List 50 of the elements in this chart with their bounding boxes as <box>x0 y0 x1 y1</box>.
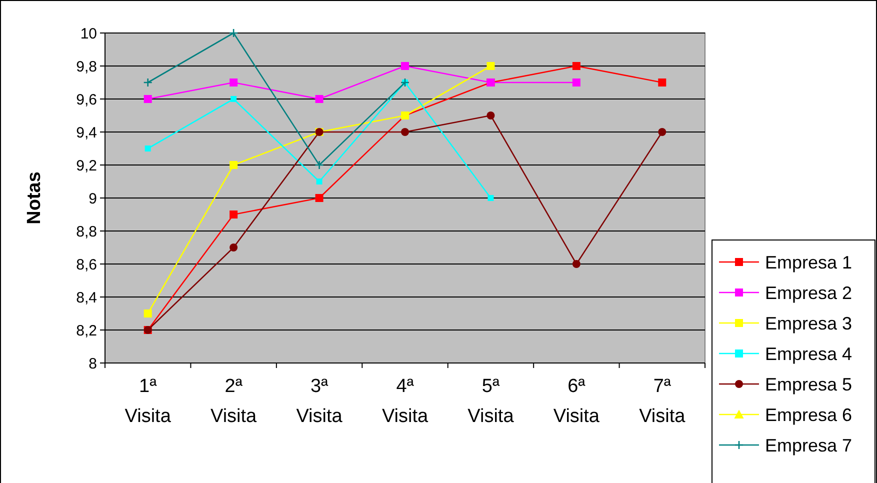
x-tick-label: 5ª Visita <box>468 376 514 427</box>
y-axis-title: Notas <box>24 172 45 224</box>
point <box>401 62 409 70</box>
legend-label: Empresa 5 <box>765 374 852 394</box>
point <box>230 96 237 102</box>
legend-label: Empresa 3 <box>765 313 852 334</box>
y-tick-label: 8,4 <box>76 289 97 306</box>
x-tick-label: 7ª Visita <box>639 376 686 427</box>
y-tick-label: 9,6 <box>76 91 97 108</box>
y-tick-label: 9,8 <box>76 58 97 76</box>
point <box>315 194 324 202</box>
point <box>488 195 494 201</box>
point <box>144 95 152 103</box>
point <box>230 78 238 86</box>
x-tick-label: 4ª Visita <box>382 376 428 427</box>
point <box>486 62 495 70</box>
point <box>315 95 324 103</box>
point <box>144 310 152 318</box>
legend-label: Empresa 7 <box>765 435 852 456</box>
x-tick-label: 2ª Visita <box>210 376 258 427</box>
y-tick-label: 9,4 <box>76 124 97 142</box>
legend-label: Empresa 1 <box>765 252 852 272</box>
y-tick-label: 9 <box>88 190 97 208</box>
x-tick-label: 1ª Visita <box>124 376 172 427</box>
y-tick-label: 8,2 <box>76 322 97 340</box>
point <box>144 146 151 152</box>
point <box>486 112 495 120</box>
y-tick-label: 8,6 <box>76 256 97 274</box>
legend-label: Empresa 4 <box>765 344 852 364</box>
point <box>401 128 409 136</box>
legend-label: Empresa 2 <box>765 282 852 303</box>
point <box>572 260 580 268</box>
point <box>658 78 666 86</box>
point <box>658 128 666 136</box>
point <box>230 244 238 252</box>
point <box>228 28 238 38</box>
point <box>572 62 580 70</box>
y-tick-label: 8 <box>88 355 97 372</box>
point <box>314 160 324 170</box>
point <box>230 161 238 169</box>
y-tick-label: 10 <box>80 25 97 42</box>
point <box>572 78 580 86</box>
legend-label: Empresa 6 <box>765 404 852 425</box>
point <box>230 210 238 218</box>
x-tick-label: 6ª Visita <box>553 376 600 427</box>
y-tick-label: 9,2 <box>76 157 97 174</box>
point <box>316 178 322 184</box>
point <box>143 78 153 88</box>
x-tick-label: 3ª Visita <box>296 376 343 427</box>
y-tick-label: 8,8 <box>76 223 97 240</box>
